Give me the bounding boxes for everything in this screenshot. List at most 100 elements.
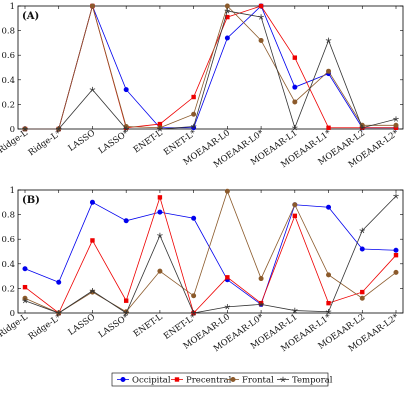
data-point-occipital <box>89 199 95 205</box>
data-point-precentral <box>258 3 264 9</box>
legend-entry-precentral: Precentral <box>171 376 232 386</box>
legend-marker <box>280 376 286 383</box>
x-tick-label: Ridge-L* <box>27 312 64 342</box>
data-point-frontal <box>191 111 197 117</box>
series-frontal <box>22 3 399 132</box>
x-tick-label: LASSO <box>67 312 98 338</box>
data-point-precentral <box>393 252 399 258</box>
y-tick-label: 0.2 <box>1 284 15 294</box>
legend-entry-occipital: Occipital <box>117 376 171 386</box>
data-point-precentral <box>225 275 230 280</box>
data-point-precentral <box>292 213 298 219</box>
x-tick-label: LASSO <box>67 128 98 154</box>
data-point-frontal <box>258 276 264 282</box>
legend-label: Frontal <box>242 376 274 386</box>
panel-title: (B) <box>22 195 40 206</box>
data-point-occipital <box>191 215 197 221</box>
data-point-precentral <box>360 289 365 295</box>
data-point-temporal <box>123 126 129 132</box>
data-point-temporal <box>190 310 197 316</box>
y-tick-label: 0.4 <box>1 260 15 270</box>
data-point-temporal <box>190 123 197 130</box>
legend-marker <box>120 376 126 382</box>
series-line-temporal <box>25 10 397 130</box>
data-point-precentral <box>191 94 196 100</box>
data-point-temporal <box>393 116 399 122</box>
x-tick-label: LASSO* <box>97 128 132 156</box>
legend-box <box>111 372 329 387</box>
data-point-occipital <box>56 279 62 285</box>
data-point-occipital <box>326 204 332 210</box>
y-tick-label: 0.2 <box>1 100 15 110</box>
series-occipital <box>22 199 399 307</box>
data-point-frontal <box>393 269 399 275</box>
data-point-temporal <box>359 124 366 131</box>
series-frontal <box>22 188 399 316</box>
data-point-occipital <box>393 247 399 253</box>
legend-marker <box>230 376 236 382</box>
data-point-precentral <box>225 14 230 20</box>
data-point-frontal <box>258 37 264 43</box>
y-tick-label: 1 <box>10 2 15 12</box>
data-point-temporal <box>292 124 298 131</box>
y-tick-label: 1 <box>10 186 15 196</box>
legend-label: Occipital <box>132 376 171 386</box>
data-point-temporal <box>89 86 96 93</box>
data-point-precentral <box>326 300 331 306</box>
data-point-precentral <box>123 298 129 303</box>
x-tick-label: ENET-L <box>132 128 165 155</box>
data-point-precentral <box>90 238 95 243</box>
y-tick-label: 0.6 <box>1 235 15 245</box>
data-point-temporal <box>258 14 264 20</box>
data-point-occipital <box>123 87 129 93</box>
data-point-frontal <box>326 68 332 74</box>
data-point-occipital <box>292 84 298 90</box>
data-point-frontal <box>292 202 298 208</box>
series-temporal <box>22 8 399 132</box>
legend-entry-temporal: Temporal <box>277 376 333 386</box>
data-point-frontal <box>359 295 365 301</box>
data-point-temporal <box>325 37 332 43</box>
data-point-precentral <box>292 55 298 60</box>
data-point-frontal <box>89 3 95 9</box>
data-point-temporal <box>157 126 163 132</box>
legend: Occipital Precentral Frontal Temporal <box>111 372 333 387</box>
series-line-occipital <box>24 201 397 306</box>
y-tick-label: 0.4 <box>1 76 15 86</box>
data-point-frontal <box>393 122 399 128</box>
data-point-frontal <box>157 268 163 274</box>
data-point-occipital <box>123 218 129 224</box>
data-point-precentral <box>157 195 163 200</box>
data-point-temporal <box>22 126 28 132</box>
legend-label: Precentral <box>186 376 232 386</box>
data-point-frontal <box>326 272 332 278</box>
data-point-temporal <box>258 301 264 307</box>
legend-marker <box>174 377 180 382</box>
x-tick-label: LASSO* <box>97 312 132 340</box>
series-temporal <box>22 193 399 316</box>
plot-frame <box>17 189 404 314</box>
data-point-frontal <box>191 293 197 299</box>
panel-title: (A) <box>22 11 39 22</box>
data-point-precentral <box>157 121 163 127</box>
data-point-frontal <box>224 188 230 194</box>
data-point-occipital <box>157 209 163 215</box>
y-tick-label: 0.6 <box>1 51 15 61</box>
series-line-temporal <box>24 195 397 314</box>
data-point-occipital <box>224 35 230 41</box>
data-point-temporal <box>22 297 28 304</box>
data-point-precentral <box>22 284 28 290</box>
data-point-temporal <box>224 8 231 14</box>
data-point-frontal <box>292 99 298 105</box>
series-line-frontal <box>25 4 396 130</box>
data-point-temporal <box>123 310 129 316</box>
series-line-frontal <box>24 190 397 314</box>
data-point-temporal <box>393 193 399 199</box>
data-point-temporal <box>55 310 62 316</box>
data-point-temporal <box>292 307 298 314</box>
data-point-temporal <box>89 288 96 294</box>
data-point-occipital <box>359 246 365 252</box>
